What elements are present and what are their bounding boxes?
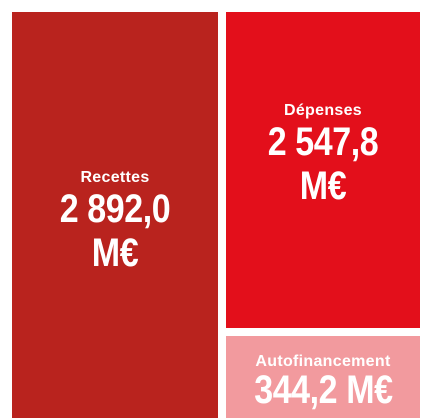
tile: Dépenses 2 547,8 M€: [226, 12, 420, 328]
tile-label: Dépenses: [284, 102, 362, 119]
tile: Autofinancement 344,2 M€: [226, 336, 420, 418]
tile-value: 2 547,8 M€: [267, 120, 379, 208]
tile-value: 2 892,0 M€: [59, 187, 171, 275]
tile: Recettes 2 892,0 M€: [12, 12, 218, 418]
tile-label: Autofinancement: [255, 353, 391, 370]
tile-label: Recettes: [80, 169, 150, 186]
tile-value: 344,2 M€: [253, 368, 393, 412]
